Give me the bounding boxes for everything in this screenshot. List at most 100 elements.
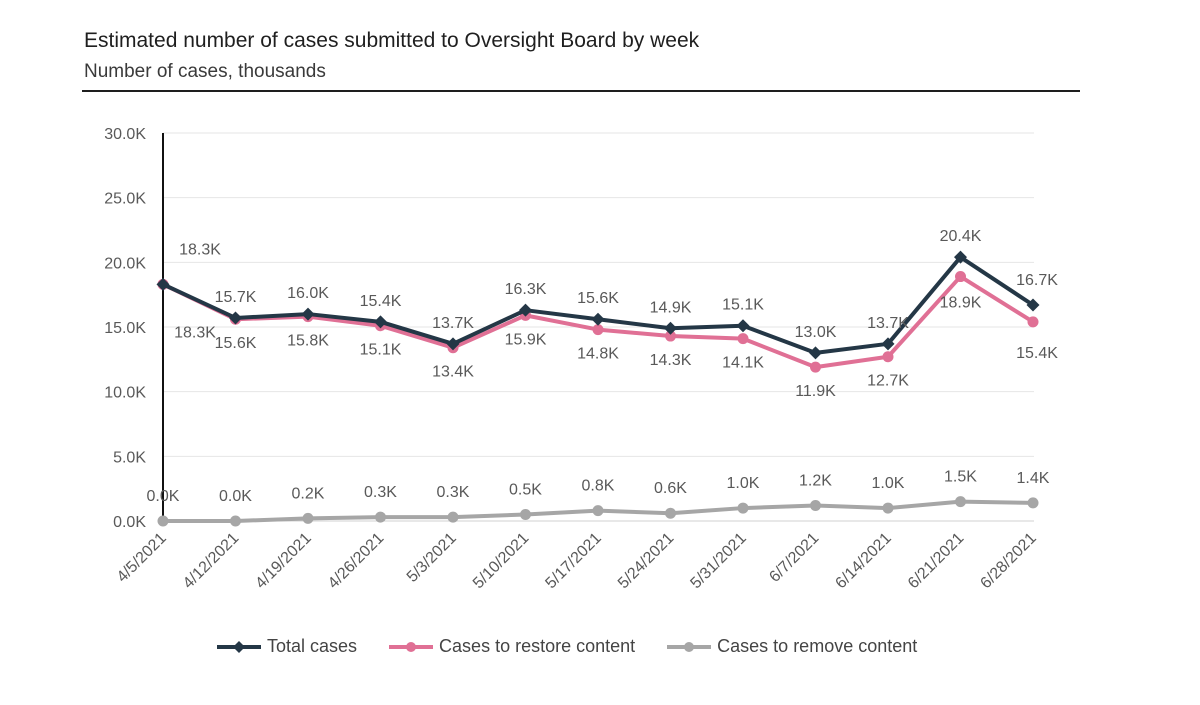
data-label-total-cases: 15.7K	[215, 289, 257, 306]
legend-swatch-total	[217, 640, 261, 653]
y-tick-label: 5.0K	[113, 449, 146, 466]
x-tick-label: 6/14/2021	[832, 530, 894, 592]
data-point-remove-cases	[375, 511, 386, 523]
legend-label-remove: Cases to remove content	[717, 636, 918, 656]
y-tick-label: 15.0K	[104, 320, 146, 337]
data-point-total-cases	[1026, 298, 1040, 312]
data-label-total-cases: 13.0K	[795, 324, 837, 341]
data-point-restore-cases	[810, 361, 821, 373]
data-point-restore-cases	[955, 271, 966, 283]
data-point-remove-cases	[302, 512, 314, 524]
data-label-restore-cases: 13.4K	[432, 364, 474, 381]
data-label-remove-cases: 0.0K	[147, 488, 180, 505]
x-tick-label: 4/26/2021	[325, 530, 387, 592]
y-tick-label: 25.0K	[104, 191, 146, 208]
data-label-remove-cases: 1.5K	[944, 469, 977, 486]
chart-subtitle: Number of cases, thousands	[84, 61, 326, 82]
data-label-restore-cases: 15.6K	[215, 335, 257, 352]
data-label-restore-cases: 18.9K	[940, 295, 982, 312]
x-tick-label: 6/21/2021	[905, 530, 967, 592]
data-point-remove-cases	[665, 507, 676, 519]
data-point-remove-cases	[447, 511, 459, 523]
data-label-remove-cases: 1.4K	[1017, 470, 1050, 487]
data-label-restore-cases: 11.9K	[795, 383, 836, 400]
data-label-total-cases: 16.3K	[505, 281, 547, 298]
x-tick-label: 4/5/2021	[114, 530, 170, 586]
data-point-total-cases	[156, 277, 170, 291]
data-label-remove-cases: 1.0K	[727, 475, 760, 492]
data-label-restore-cases: 14.1K	[722, 355, 764, 372]
y-tick-label: 20.0K	[104, 255, 146, 272]
x-tick-label: 5/10/2021	[470, 530, 532, 592]
data-point-restore-cases	[592, 324, 604, 336]
data-point-remove-cases	[810, 499, 821, 511]
data-point-remove-cases	[882, 502, 894, 514]
data-label-remove-cases: 0.3K	[364, 484, 397, 501]
data-point-total-cases	[591, 312, 605, 326]
data-point-restore-cases	[665, 330, 676, 342]
data-label-restore-cases: 12.7K	[867, 373, 909, 390]
data-label-total-cases: 20.4K	[940, 228, 982, 245]
legend-item-remove: Cases to remove content	[665, 636, 917, 657]
line-chart: 0.0K 5.0K 10.0K 15.0K 20.0K 25.0K 30.0K 4/5/202…	[104, 126, 1058, 592]
data-label-total-cases: 15.6K	[577, 290, 619, 307]
data-point-total-cases	[519, 303, 532, 317]
data-label-remove-cases: 0.2K	[292, 485, 325, 502]
data-label-restore-cases: 14.3K	[650, 352, 692, 369]
data-point-total-cases	[809, 346, 822, 360]
data-label-total-cases: 15.1K	[722, 297, 764, 314]
y-tick-label: 10.0K	[104, 385, 146, 402]
data-point-restore-cases	[737, 333, 749, 345]
data-point-total-cases	[374, 315, 387, 329]
data-point-total-cases	[229, 311, 242, 325]
data-point-remove-cases	[1027, 497, 1039, 509]
data-label-restore-cases: 15.8K	[287, 333, 329, 350]
y-tick-label: 0.0K	[113, 514, 146, 531]
data-point-total-cases	[954, 250, 967, 264]
data-label-remove-cases: 0.0K	[219, 488, 252, 505]
data-label-total-cases: 18.3K	[179, 241, 221, 258]
legend-label-restore: Cases to restore content	[439, 636, 636, 656]
data-point-total-cases	[736, 319, 750, 333]
y-tick-label: 30.0K	[104, 126, 146, 143]
data-point-remove-cases	[230, 515, 241, 527]
data-label-restore-cases: 18.3K	[174, 324, 216, 341]
data-point-restore-cases	[882, 351, 894, 363]
data-label-total-cases: 13.7K	[867, 315, 909, 332]
legend-swatch-remove	[667, 641, 712, 652]
data-label-total-cases: 15.4K	[360, 293, 402, 310]
data-label-remove-cases: 0.6K	[654, 480, 687, 497]
data-point-total-cases	[446, 337, 460, 351]
data-label-remove-cases: 1.2K	[799, 472, 832, 489]
legend-item-restore: Cases to restore content	[387, 636, 635, 657]
x-tick-label: 5/3/2021	[404, 530, 460, 586]
legend-label-total: Total cases	[267, 636, 358, 656]
data-label-restore-cases: 15.1K	[360, 342, 402, 359]
data-label-remove-cases: 0.5K	[509, 482, 542, 499]
x-tick-label: 5/31/2021	[687, 530, 749, 592]
x-tick-label: 4/19/2021	[252, 530, 314, 592]
legend: Total cases Cases to restore content Cas…	[215, 636, 947, 657]
chart-title: Estimated number of cases submitted to O…	[84, 29, 700, 52]
x-tick-label: 5/17/2021	[542, 530, 604, 592]
x-tick-label: 4/12/2021	[180, 530, 242, 592]
data-point-total-cases	[301, 307, 315, 321]
legend-swatch-restore	[389, 641, 434, 652]
x-tick-label: 5/24/2021	[615, 530, 677, 592]
data-point-remove-cases	[737, 502, 749, 514]
data-label-remove-cases: 0.3K	[437, 484, 470, 501]
data-point-remove-cases	[955, 496, 966, 508]
title-divider	[82, 90, 1080, 92]
data-point-remove-cases	[520, 509, 531, 521]
data-label-remove-cases: 0.8K	[582, 478, 615, 495]
data-point-remove-cases	[592, 505, 604, 517]
legend-item-total: Total cases	[215, 636, 357, 657]
data-label-restore-cases: 15.4K	[1016, 345, 1058, 362]
data-label-total-cases: 14.9K	[650, 299, 692, 316]
data-label-restore-cases: 14.8K	[577, 346, 619, 363]
data-point-remove-cases	[157, 515, 169, 527]
data-label-total-cases: 13.7K	[432, 315, 474, 332]
data-label-remove-cases: 1.0K	[872, 475, 905, 492]
data-point-total-cases	[881, 337, 895, 351]
data-point-restore-cases	[1027, 316, 1039, 328]
